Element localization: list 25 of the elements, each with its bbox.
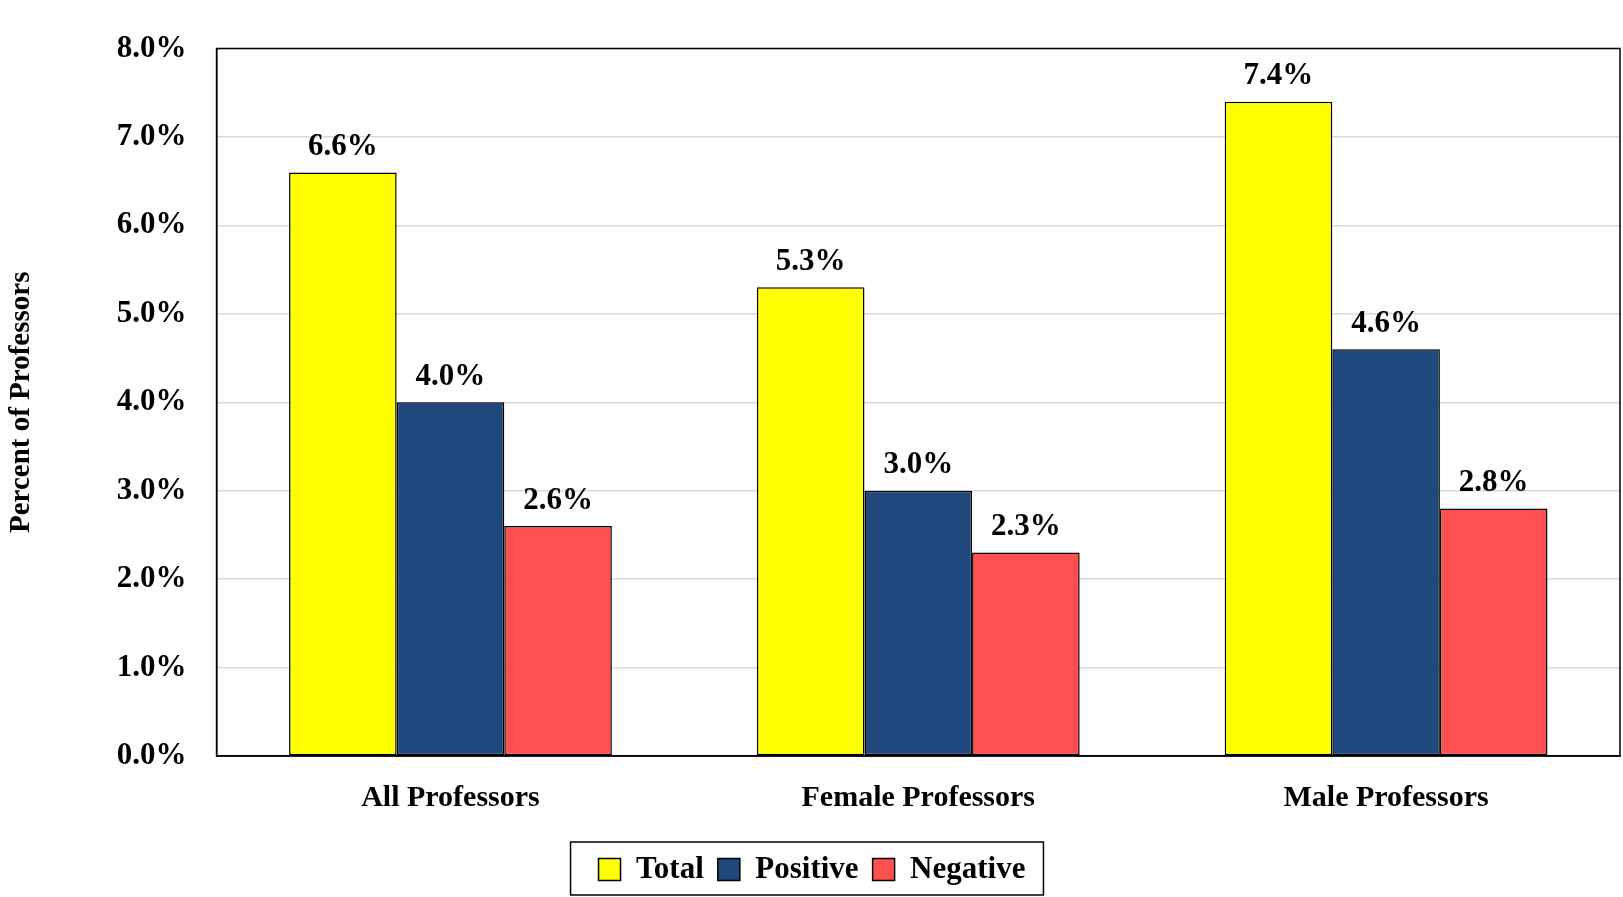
- data-label: 4.6%: [1351, 303, 1421, 339]
- data-label: 2.3%: [991, 507, 1061, 543]
- x-tick-label: Female Professors: [801, 778, 1036, 812]
- legend-label: Negative: [910, 849, 1026, 885]
- y-tick-label: 8.0%: [116, 28, 187, 64]
- data-label: 7.4%: [1243, 56, 1314, 92]
- y-tick-label: 3.0%: [116, 470, 187, 506]
- legend-label: Total: [636, 849, 705, 885]
- y-tick-label: 4.0%: [116, 382, 187, 418]
- x-tick-label: All Professors: [361, 778, 540, 812]
- data-label: 6.6%: [307, 126, 378, 162]
- x-tick-label: Male Professors: [1283, 778, 1489, 812]
- y-tick-label: 1.0%: [116, 647, 187, 683]
- data-label: 4.0%: [415, 356, 486, 392]
- y-tick-label: 0.0%: [116, 736, 187, 772]
- legend-label: Positive: [755, 849, 859, 885]
- data-label: 2.6%: [523, 480, 593, 516]
- data-label: 2.8%: [1458, 462, 1529, 498]
- y-tick-label: 7.0%: [116, 117, 187, 153]
- y-axis-title: Percent of Professors: [2, 271, 35, 534]
- y-tick-label: 5.0%: [116, 293, 187, 329]
- y-tick-label: 2.0%: [116, 559, 187, 595]
- data-label: 5.3%: [775, 241, 846, 277]
- data-label: 3.0%: [883, 445, 954, 481]
- y-tick-label: 6.0%: [116, 205, 187, 241]
